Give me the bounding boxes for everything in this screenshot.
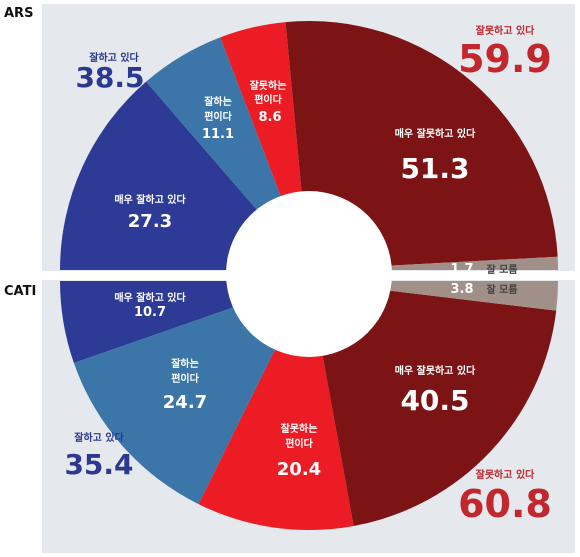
ars-good-total-value: 38.5: [75, 61, 144, 94]
cati-very-bad-label: 매우 잘못하고 있다: [395, 364, 476, 377]
cati-slice-1: [73, 281, 309, 505]
ars-good-label-1: 잘하는: [204, 95, 232, 108]
cati-good-label-2: 편이다: [171, 372, 199, 385]
cati-bad-value: 20.4: [277, 459, 321, 480]
cati-slice-3: [309, 281, 557, 526]
cati-bad-label-1: 잘못하는: [281, 422, 318, 435]
cati-good-label-1: 잘하는: [171, 357, 199, 370]
cati-label: CATI: [4, 284, 36, 299]
cati-very-good-value: 10.7: [134, 305, 166, 320]
ars-bad-label-2: 편이다: [254, 93, 282, 106]
ars-very-good-value: 27.3: [128, 211, 172, 232]
cati-very-bad-value: 40.5: [400, 384, 469, 417]
ars-good-total-caption: 잘하고 있다: [89, 51, 139, 64]
ars-dont-know-value: 1.7: [450, 262, 473, 277]
ars-very-bad-value: 51.3: [400, 152, 469, 185]
cati-good-value: 24.7: [163, 392, 207, 413]
ars-very-bad-label: 매우 잘못하고 있다: [395, 127, 476, 140]
ars-bad-total-value: 59.9: [458, 37, 552, 81]
ars-bad-value: 8.6: [258, 110, 281, 125]
ars-very-good-label: 매우 잘하고 있다: [114, 193, 186, 206]
ars-dont-know-label: 잘 모름: [486, 264, 517, 276]
ars-good-label-2: 편이다: [204, 110, 232, 123]
ars-bad-total-caption: 잘못하고 있다: [476, 24, 535, 37]
ars-label: ARS: [4, 6, 33, 21]
donut-hole: [226, 191, 392, 357]
cati-good-total-value: 35.4: [64, 448, 133, 481]
ars-good-value: 11.1: [202, 127, 234, 142]
cati-very-good-label: 매우 잘하고 있다: [114, 291, 186, 304]
ars-bad-label-1: 잘못하는: [250, 79, 287, 92]
cati-good-total-caption: 잘하고 있다: [74, 431, 124, 444]
cati-dont-know-label: 잘 모름: [486, 284, 517, 296]
cati-bad-total-value: 60.8: [458, 482, 552, 526]
cati-bad-label-2: 편이다: [285, 437, 313, 450]
cati-dont-know-value: 3.8: [450, 282, 473, 297]
cati-bad-total-caption: 잘못하고 있다: [476, 468, 535, 481]
